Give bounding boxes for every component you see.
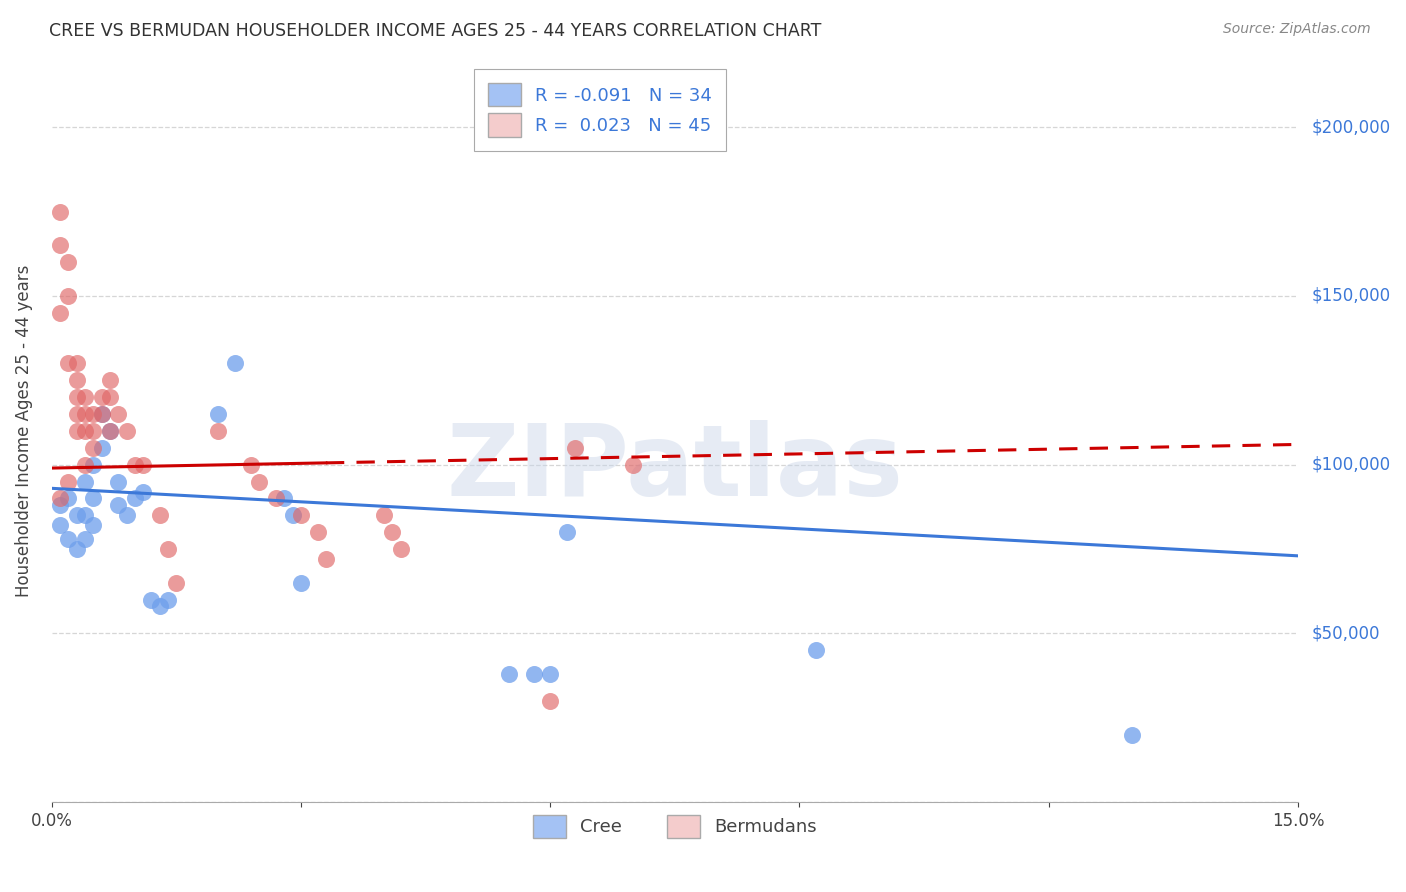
Text: ZIPatlas: ZIPatlas — [447, 419, 903, 516]
Point — [82, 424, 104, 438]
Point — [281, 508, 304, 523]
Point — [124, 491, 146, 506]
Point — [66, 542, 89, 557]
Point — [115, 508, 138, 523]
Text: $100,000: $100,000 — [1312, 456, 1391, 474]
Point — [290, 508, 312, 523]
Point — [621, 458, 644, 472]
Point — [381, 525, 404, 540]
Point — [90, 407, 112, 421]
Point — [98, 390, 121, 404]
Point — [73, 407, 96, 421]
Point — [132, 458, 155, 472]
Point — [290, 575, 312, 590]
Legend: Cree, Bermudans: Cree, Bermudans — [526, 807, 824, 846]
Point — [165, 575, 187, 590]
Point — [538, 667, 561, 681]
Point — [273, 491, 295, 506]
Point — [66, 356, 89, 370]
Point — [149, 599, 172, 614]
Point — [66, 390, 89, 404]
Point — [107, 407, 129, 421]
Point — [498, 667, 520, 681]
Point — [157, 542, 180, 557]
Point — [307, 525, 329, 540]
Point — [240, 458, 263, 472]
Point — [90, 441, 112, 455]
Text: CREE VS BERMUDAN HOUSEHOLDER INCOME AGES 25 - 44 YEARS CORRELATION CHART: CREE VS BERMUDAN HOUSEHOLDER INCOME AGES… — [49, 22, 821, 40]
Point — [264, 491, 287, 506]
Point — [224, 356, 246, 370]
Point — [82, 491, 104, 506]
Point — [98, 424, 121, 438]
Point — [73, 532, 96, 546]
Point — [124, 458, 146, 472]
Point — [49, 238, 72, 252]
Point — [49, 498, 72, 512]
Point — [82, 441, 104, 455]
Point — [804, 643, 827, 657]
Point — [66, 508, 89, 523]
Point — [49, 306, 72, 320]
Point — [157, 592, 180, 607]
Point — [82, 518, 104, 533]
Point — [58, 491, 80, 506]
Point — [49, 204, 72, 219]
Point — [82, 458, 104, 472]
Point — [98, 373, 121, 387]
Point — [564, 441, 586, 455]
Text: $200,000: $200,000 — [1312, 118, 1391, 136]
Point — [107, 498, 129, 512]
Point — [66, 424, 89, 438]
Point — [58, 475, 80, 489]
Point — [82, 407, 104, 421]
Point — [141, 592, 163, 607]
Point — [73, 424, 96, 438]
Point — [373, 508, 395, 523]
Point — [1121, 728, 1143, 742]
Text: $150,000: $150,000 — [1312, 287, 1391, 305]
Point — [73, 475, 96, 489]
Point — [73, 508, 96, 523]
Point — [66, 373, 89, 387]
Point — [555, 525, 578, 540]
Point — [107, 475, 129, 489]
Text: Source: ZipAtlas.com: Source: ZipAtlas.com — [1223, 22, 1371, 37]
Point — [249, 475, 271, 489]
Point — [73, 390, 96, 404]
Point — [207, 424, 229, 438]
Point — [315, 552, 337, 566]
Point — [538, 694, 561, 708]
Point — [73, 458, 96, 472]
Text: $50,000: $50,000 — [1312, 624, 1381, 642]
Point — [523, 667, 546, 681]
Point — [49, 491, 72, 506]
Point — [389, 542, 412, 557]
Point — [98, 424, 121, 438]
Point — [149, 508, 172, 523]
Point — [58, 532, 80, 546]
Point — [90, 407, 112, 421]
Point — [66, 407, 89, 421]
Point — [132, 484, 155, 499]
Point — [207, 407, 229, 421]
Point — [58, 255, 80, 269]
Point — [115, 424, 138, 438]
Point — [49, 518, 72, 533]
Point — [58, 356, 80, 370]
Point — [58, 289, 80, 303]
Y-axis label: Householder Income Ages 25 - 44 years: Householder Income Ages 25 - 44 years — [15, 265, 32, 597]
Point — [90, 390, 112, 404]
